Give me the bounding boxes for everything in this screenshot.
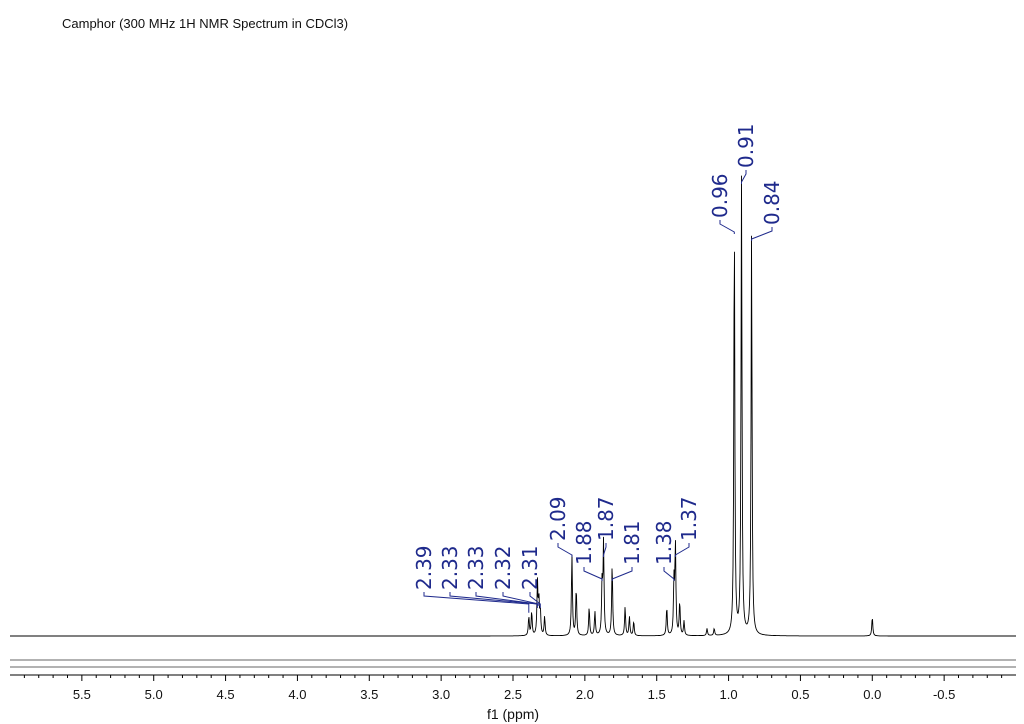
peak-label: 2.33 — [464, 545, 488, 590]
peak-leader-line — [529, 592, 541, 608]
peak-label: 2.09 — [546, 496, 570, 541]
peak-leader-line — [719, 220, 735, 234]
x-tick-label: 1.5 — [648, 687, 666, 702]
peak-leader-line — [502, 592, 540, 606]
spectrum-trace — [10, 175, 1016, 637]
peak-leader-line — [611, 567, 633, 581]
spectrum-layer — [10, 175, 1016, 637]
peak-label: 1.87 — [594, 496, 618, 541]
x-tick-label: 4.0 — [288, 687, 306, 702]
x-axis-label: f1 (ppm) — [487, 706, 539, 722]
peak-label: 0.84 — [760, 180, 784, 225]
peak-label: 2.39 — [412, 545, 436, 590]
peak-leader-line — [423, 592, 530, 613]
peak-leader-line — [663, 567, 675, 581]
x-tick-label: 2.5 — [504, 687, 522, 702]
peak-label: 2.32 — [491, 545, 515, 590]
peak-label: 2.33 — [438, 545, 462, 590]
x-tick-label: -0.5 — [933, 687, 955, 702]
peak-label: 0.91 — [734, 123, 758, 168]
peak-label: 1.81 — [620, 520, 644, 565]
x-tick-label: 4.5 — [217, 687, 235, 702]
chart-title: Camphor (300 MHz 1H NMR Spectrum in CDCl… — [62, 16, 349, 31]
peak-leader-line — [603, 543, 607, 557]
x-tick-label: 5.0 — [145, 687, 163, 702]
peak-leader-line — [751, 227, 773, 241]
peak-leader-line — [583, 567, 603, 581]
x-tick-label: 1.0 — [720, 687, 738, 702]
peak-label: 1.38 — [652, 520, 676, 565]
peak-label: 0.96 — [708, 173, 732, 218]
peak-leader-line — [674, 543, 690, 557]
peak-label: 1.37 — [677, 496, 701, 541]
x-tick-label: 5.5 — [73, 687, 91, 702]
peak-leader-line — [475, 592, 538, 608]
x-tick-label: 3.0 — [432, 687, 450, 702]
peak-leader-line — [741, 170, 747, 184]
x-tick-label: 0.5 — [791, 687, 809, 702]
peak-leader-line — [557, 543, 573, 557]
x-tick-label: 3.5 — [360, 687, 378, 702]
x-tick-label: 2.0 — [576, 687, 594, 702]
x-axis: 5.5 5.0 4.5 4.0 3.5 3.0 2.5 2.0 1.5 1.0 0.5 0.0 -0.5… — [10, 659, 1016, 722]
peak-label: 2.31 — [518, 545, 542, 590]
peak-label: 1.88 — [572, 520, 596, 565]
x-tick-label: 0.0 — [863, 687, 881, 702]
peak-labels-layer: 2.39 2.33 2.33 2.32 2.312.091.881.871.81 1.38… — [412, 123, 784, 613]
